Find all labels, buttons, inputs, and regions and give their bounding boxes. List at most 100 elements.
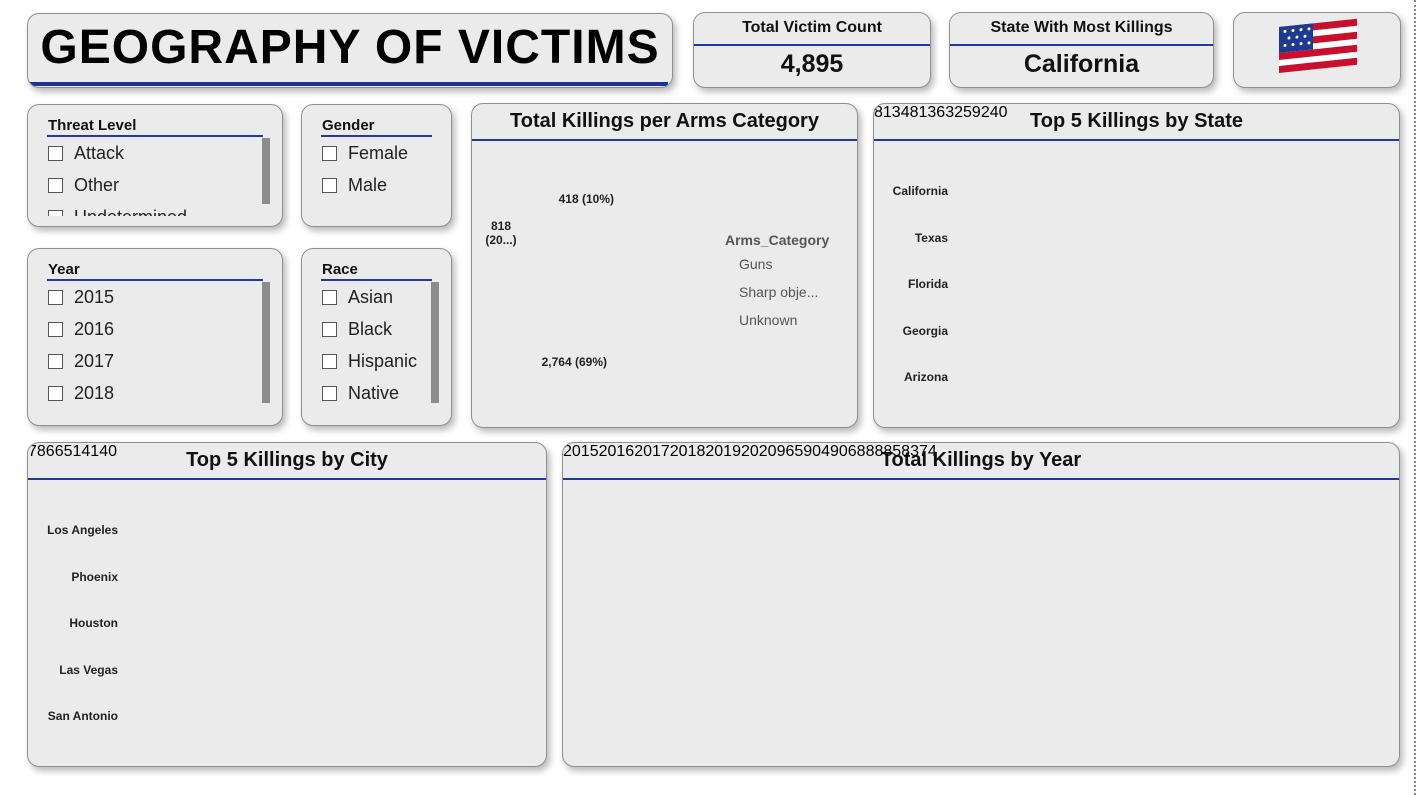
data-label: 813	[874, 104, 901, 121]
data-label: 40	[99, 443, 117, 460]
scrollbar[interactable]	[262, 138, 270, 204]
slicer-item[interactable]: 2017	[74, 351, 115, 371]
data-label: 904	[803, 443, 830, 460]
slicer-underline	[321, 135, 432, 137]
checkbox[interactable]	[322, 146, 337, 161]
flag-icon	[1279, 18, 1357, 73]
category-label: Florida	[907, 277, 948, 291]
slicer-list: Female Male	[302, 139, 451, 216]
data-label: 41	[81, 443, 100, 460]
data-label: 78	[28, 443, 46, 460]
x-tick-label: 2020	[740, 443, 777, 460]
chart-panel: Top 5 Killings by State 813481363259240 Ca…	[873, 103, 1400, 428]
chart-panel: Total Killings by Year 201520162017201820…	[562, 442, 1400, 767]
slicer-item[interactable]: 2018	[74, 383, 115, 403]
category-label: Phoenix	[71, 569, 118, 584]
slicer-underline	[47, 135, 263, 137]
slicer-item[interactable]: Male	[348, 175, 388, 195]
x-tick-label: 2019	[705, 443, 741, 460]
data-label: 481	[900, 104, 928, 121]
checkbox[interactable]	[322, 354, 337, 369]
data-label: 374	[910, 443, 937, 460]
chart-title: Top 5 Killings by State	[1030, 110, 1243, 132]
x-tick-label: 2015	[563, 443, 599, 460]
card-label: State With Most Killings	[990, 19, 1173, 36]
checkbox[interactable]	[322, 386, 337, 401]
checkbox[interactable]	[322, 178, 337, 193]
legend-title: Arms_Category	[725, 232, 830, 248]
header-panel: GEOGRAPHY OF VICTIMS	[27, 13, 673, 88]
data-label: 818 (20...)	[485, 219, 517, 247]
chart-title: Total Killings per Arms Category	[510, 110, 819, 132]
title-underline	[28, 82, 668, 86]
data-label: 51	[63, 443, 82, 460]
slicer-item[interactable]: Female	[348, 143, 409, 163]
card-divider	[950, 44, 1213, 46]
category-label: Texas	[914, 230, 948, 245]
checkbox[interactable]	[48, 146, 63, 161]
slicer-list: 2015 2016 2017 2018	[28, 283, 282, 415]
x-tick-label: 2018	[669, 443, 706, 460]
chart-title: Top 5 Killings by City	[186, 449, 388, 471]
slicer-underline	[47, 279, 263, 281]
area-chart: 2015201620172018201920209659049068888583…	[563, 443, 937, 461]
title-divider	[874, 139, 1399, 141]
slicer-list: Asian Black Hispanic Native	[302, 283, 451, 415]
page-title: GEOGRAPHY OF VICTIMS	[40, 21, 660, 74]
title-divider	[563, 478, 1399, 480]
data-label: 240	[980, 104, 1008, 121]
title-divider	[28, 478, 546, 480]
checkbox[interactable]	[48, 178, 63, 193]
kpi-card: State With Most Killings California	[949, 12, 1214, 88]
slicer-item[interactable]: 2016	[74, 319, 115, 339]
slicer-underline	[321, 279, 432, 281]
checkbox[interactable]	[48, 290, 63, 305]
checkbox[interactable]	[48, 354, 63, 369]
slicer-item[interactable]: Hispanic	[348, 351, 418, 371]
data-label: 965	[776, 443, 804, 460]
scrollbar[interactable]	[262, 282, 270, 403]
legend-item[interactable]: Guns	[739, 256, 773, 272]
title-divider	[472, 139, 857, 141]
chart-title: Total Killings by Year	[880, 449, 1082, 471]
chart-panel: Total Killings per Arms Category 2,764 (6…	[471, 103, 858, 428]
data-label: 888	[856, 443, 884, 460]
legend-item[interactable]: Sharp obje...	[739, 284, 819, 300]
slicer-title: Threat Level	[48, 117, 137, 134]
flag-panel	[1233, 12, 1401, 88]
kpi-card: Total Victim Count 4,895	[693, 12, 931, 88]
scrollbar[interactable]	[431, 282, 439, 403]
slicer-title: Year	[48, 261, 80, 278]
slicer-list: Attack Other Undetermined	[28, 139, 282, 216]
checkbox[interactable]	[48, 386, 63, 401]
card-label: Total Victim Count	[742, 19, 882, 36]
bar-chart: 7866514140	[28, 443, 117, 461]
checkbox[interactable]	[48, 210, 63, 216]
legend-item[interactable]: Unknown	[739, 312, 798, 328]
slicer-item[interactable]: Attack	[74, 143, 125, 163]
category-label: Los Angeles	[47, 523, 118, 537]
slicer-title: Race	[322, 261, 358, 278]
checkbox[interactable]	[48, 322, 63, 337]
slicer-item[interactable]: Asian	[348, 287, 394, 307]
data-label: 2,764 (69%)	[541, 355, 607, 369]
bar-chart: 813481363259240	[874, 104, 1008, 122]
data-label: 906	[829, 443, 857, 460]
checkbox[interactable]	[322, 290, 337, 305]
data-label: 858	[883, 443, 911, 460]
category-label: Georgia	[902, 323, 948, 338]
slicer-item[interactable]: Native	[348, 383, 400, 403]
category-label: Houston	[69, 616, 118, 630]
x-tick-label: 2016	[598, 443, 635, 460]
data-label: 363	[927, 104, 955, 121]
card-value: 4,895	[780, 50, 844, 78]
slicer-item[interactable]: 2015	[74, 287, 115, 307]
slicer-item[interactable]: Undetermined	[74, 207, 187, 216]
checkbox[interactable]	[322, 322, 337, 337]
page-edge	[1414, 0, 1416, 795]
slicer-item[interactable]: Black	[348, 319, 393, 339]
slicer-item[interactable]: Other	[74, 175, 120, 195]
data-label: 418 (10%)	[558, 192, 614, 206]
slicer: Year 2015 2016 2017 2018	[27, 248, 283, 426]
